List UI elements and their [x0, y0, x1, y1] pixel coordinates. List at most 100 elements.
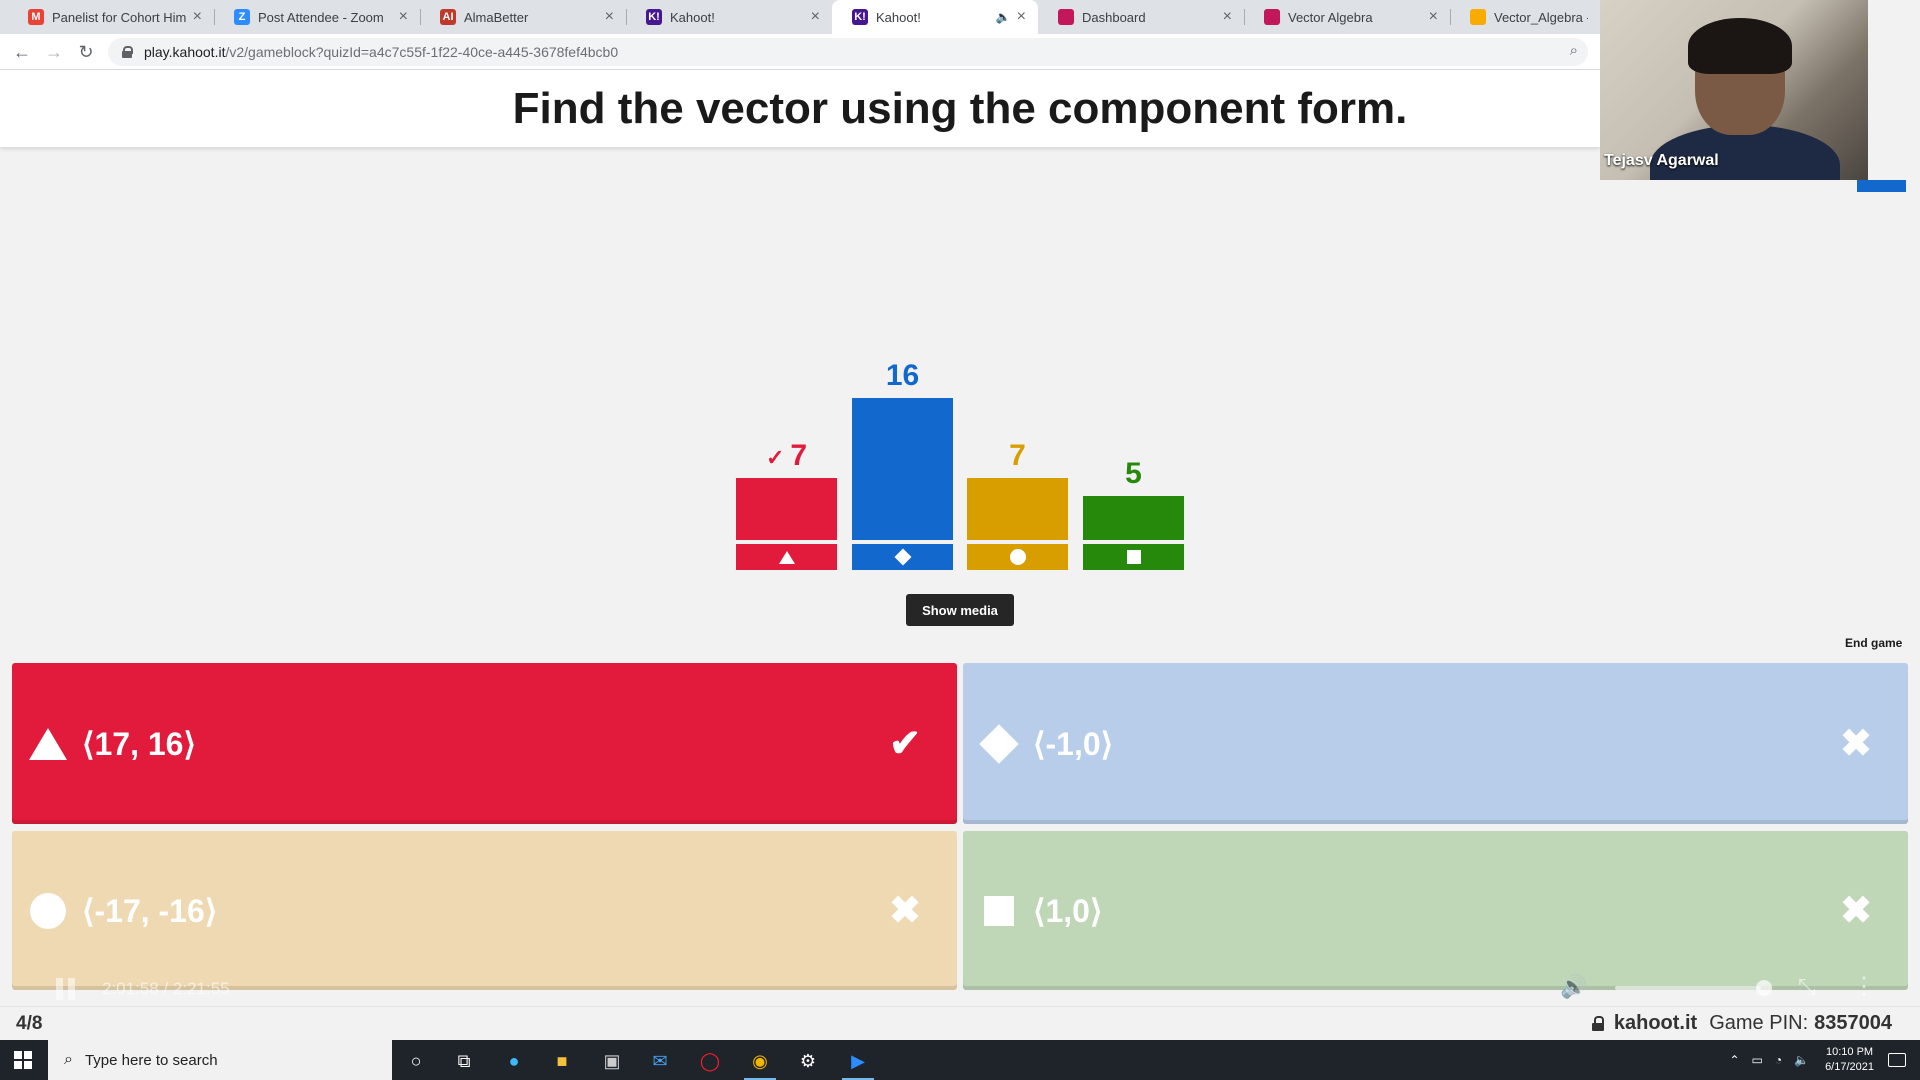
chrome-icon[interactable]: ◉: [740, 1046, 780, 1080]
game-pin-label: Game PIN:: [1709, 1012, 1809, 1034]
browser-tab[interactable]: AI AlmaBetter ×: [420, 0, 626, 34]
kahoot-next-button-edge[interactable]: [1857, 180, 1906, 192]
task-view-icon[interactable]: ⧉: [457, 1050, 471, 1071]
kahoot-icon: K!: [646, 9, 662, 25]
store-icon[interactable]: ▣: [603, 1050, 621, 1071]
edge-icon[interactable]: ●: [508, 1050, 520, 1071]
battery-icon[interactable]: ▭: [1751, 1053, 1763, 1067]
cortana-icon[interactable]: ○: [410, 1050, 422, 1071]
browser-tab[interactable]: K! Kahoot! 🔈 ×: [832, 0, 1038, 34]
taskbar-search-placeholder: Type here to search: [84, 1051, 218, 1069]
settings-gear-icon[interactable]: ⚙: [799, 1050, 817, 1071]
cross-icon: ✖: [1840, 723, 1872, 765]
bar-count-label: 7: [967, 439, 1068, 473]
bar-shape-strip: [852, 544, 953, 570]
url-host: play.kahoot.it: [144, 44, 226, 60]
zoom-icon: Z: [234, 9, 250, 25]
slides-icon: [1264, 9, 1280, 25]
browser-tab-title: Post Attendee - Zoom: [258, 9, 384, 25]
close-tab-icon[interactable]: ×: [810, 8, 820, 25]
close-tab-icon[interactable]: ×: [1222, 8, 1232, 25]
square-icon: [1126, 550, 1141, 564]
clock-date: 6/17/2021: [1825, 1061, 1874, 1073]
almabetter-icon: AI: [440, 9, 456, 25]
browser-tab-strip: M Panelist for Cohort Himala × Z Post Attend…: [0, 0, 1600, 34]
dashboard-icon: [1058, 9, 1074, 25]
tab-separator: [1450, 9, 1451, 25]
search-icon: ⌕: [64, 1051, 73, 1068]
answer-tile[interactable]: ⟨-1,0⟩ ✖: [963, 663, 1908, 824]
tab-audio-icon[interactable]: 🔈: [995, 10, 1011, 24]
mail-icon[interactable]: ✉: [652, 1050, 668, 1071]
question-title: Find the vector using the component form…: [512, 83, 1408, 133]
participant-hair: [1688, 18, 1792, 74]
forward-icon[interactable]: →: [45, 41, 63, 62]
answer-tile[interactable]: ⟨1,0⟩ ✖: [963, 831, 1908, 990]
lock-icon: [122, 46, 133, 58]
cross-icon: ✖: [1840, 890, 1872, 932]
participant-name: Tejasv Agarwal: [1604, 152, 1719, 169]
bar-shape-strip: [1083, 544, 1184, 570]
taskbar-clock[interactable]: 10:10 PM 6/17/2021: [1825, 1045, 1874, 1075]
circle-icon: [28, 891, 68, 931]
bar-fill: [736, 478, 837, 540]
kahoot-icon: K!: [852, 9, 868, 25]
bar-fill: [1083, 496, 1184, 540]
back-icon[interactable]: ←: [13, 41, 31, 62]
browser-tab-title: Kahoot!: [670, 9, 715, 25]
end-game-button[interactable]: End game: [1845, 636, 1903, 650]
close-tab-icon[interactable]: ×: [1428, 8, 1438, 25]
close-tab-icon[interactable]: ×: [192, 8, 202, 25]
reload-icon[interactable]: ↻: [78, 41, 94, 62]
close-tab-icon[interactable]: ×: [604, 8, 614, 25]
game-pin-info: kahoot.it Game PIN: 8357004: [1591, 1012, 1892, 1035]
bar-count-label: 5: [1083, 457, 1184, 491]
answer-text: ⟨-17, -16⟩: [82, 892, 218, 929]
speaker-icon[interactable]: 🔈: [1794, 1053, 1810, 1067]
show-media-button[interactable]: Show media: [906, 594, 1014, 626]
bar-shape-strip: [736, 544, 837, 570]
answer-tile[interactable]: ⟨17, 16⟩ ✔: [12, 663, 957, 824]
game-footer: 4/8 kahoot.it Game PIN: 8357004: [0, 1006, 1920, 1040]
close-tab-icon[interactable]: ×: [1016, 8, 1026, 25]
close-tab-icon[interactable]: ×: [398, 8, 408, 25]
address-bar[interactable]: play.kahoot.it/v2/gameblock?quizId=a4c7c…: [108, 38, 1588, 66]
answer-tile[interactable]: ⟨-17, -16⟩ ✖: [12, 831, 957, 990]
tab-separator: [1244, 9, 1245, 25]
browser-tab[interactable]: M Panelist for Cohort Himala ×: [8, 0, 214, 34]
zoom-magnifier-icon[interactable]: ⌕: [1569, 42, 1578, 59]
browser-tab[interactable]: Vector Algebra ×: [1244, 0, 1450, 34]
checkmark-icon: ✔: [889, 723, 921, 765]
bar-count-label: ✓ 7: [736, 439, 837, 473]
chevron-up-icon[interactable]: ⌃: [1729, 1053, 1740, 1067]
opera-icon[interactable]: ◯: [699, 1050, 721, 1071]
url-path: /v2/gameblock?quizId=a4c7c55f-1f22-40ce-…: [225, 44, 619, 60]
browser-tab[interactable]: Vector_Algebra - Goo: [1450, 0, 1600, 34]
triangle-icon: [778, 550, 795, 564]
notification-icon[interactable]: [1888, 1053, 1906, 1067]
bar-count-label: 16: [852, 359, 953, 393]
participant-video[interactable]: Tejasv Agarwal: [1600, 0, 1868, 180]
gmail-icon: M: [28, 9, 44, 25]
windows-start-icon[interactable]: [14, 1051, 32, 1069]
browser-tab-title: Kahoot!: [876, 9, 921, 25]
question-progress: 4/8: [16, 1013, 43, 1034]
diamond-icon: [894, 548, 911, 566]
bar-count-value: 16: [885, 359, 920, 392]
answer-text: ⟨1,0⟩: [1033, 892, 1103, 929]
browser-tab[interactable]: Z Post Attendee - Zoom ×: [214, 0, 420, 34]
file-explorer-icon[interactable]: ■: [556, 1050, 568, 1071]
taskbar-search[interactable]: ⌕ Type here to search: [48, 1040, 392, 1080]
system-tray: ⌃ ▭ ◔ 🔈 10:10 PM 6/17/2021: [1723, 1040, 1920, 1080]
browser-tab[interactable]: Dashboard ×: [1038, 0, 1244, 34]
answer-text: ⟨-1,0⟩: [1033, 725, 1114, 762]
question-header: Find the vector using the component form…: [0, 70, 1600, 147]
clock-time: 10:10 PM: [1825, 1046, 1874, 1058]
wifi-icon[interactable]: ◔: [1774, 1053, 1783, 1067]
bar-count-value: 5: [1125, 457, 1142, 490]
zoom-app-icon[interactable]: ▶: [838, 1046, 878, 1080]
browser-tab[interactable]: K! Kahoot! ×: [626, 0, 832, 34]
browser-tab-title: AlmaBetter: [464, 9, 529, 25]
diamond-icon: [979, 723, 1019, 764]
browser-tab-title: Vector_Algebra - Goo: [1494, 9, 1588, 25]
